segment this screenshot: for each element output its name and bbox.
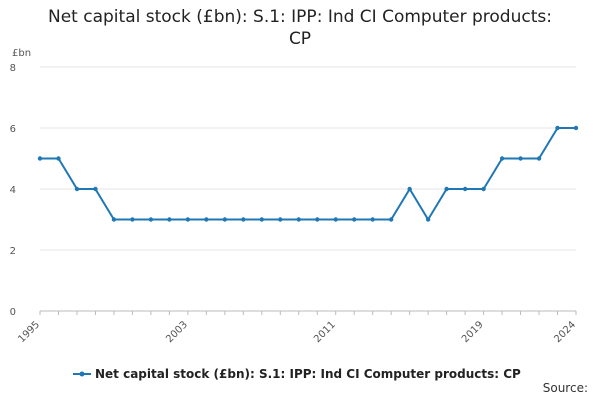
data-point[interactable]	[167, 217, 172, 222]
y-tick-label: 0	[10, 307, 16, 318]
chart-title-line-2: CP	[288, 29, 312, 49]
data-point[interactable]	[130, 217, 135, 222]
series-line	[40, 127, 576, 221]
legend: Net capital stock (£bn): S.1: IPP: Ind C…	[73, 367, 521, 381]
y-axis-unit-label: £bn	[12, 48, 31, 59]
data-point[interactable]	[241, 217, 246, 222]
data-point[interactable]	[333, 217, 338, 222]
data-point[interactable]	[56, 156, 61, 161]
y-tick-label: 8	[10, 63, 16, 74]
data-point[interactable]	[222, 217, 228, 222]
data-point[interactable]	[37, 156, 43, 161]
data-point[interactable]	[370, 217, 375, 222]
chart-title: Net capital stock (£bn): S.1: IPP: Ind C…	[0, 6, 600, 50]
y-axis-ticks: 0 2 4 6 8	[10, 63, 16, 318]
grid-lines	[40, 66, 576, 312]
x-tick-label: 2024	[552, 319, 578, 345]
data-point[interactable]	[185, 217, 191, 222]
data-point[interactable]	[518, 156, 523, 161]
data-point[interactable]	[444, 186, 449, 192]
data-point[interactable]	[111, 217, 117, 222]
x-tick-label: 1995	[16, 319, 42, 345]
y-tick-label: 2	[10, 246, 16, 257]
data-point[interactable]	[296, 217, 301, 222]
data-point[interactable]	[204, 217, 209, 222]
data-point[interactable]	[278, 217, 283, 222]
x-tick-label: 2011	[312, 319, 338, 345]
data-point[interactable]	[74, 186, 80, 192]
data-point[interactable]	[573, 125, 579, 131]
x-axis-ticks: 1995 2003 2011 2019 2024	[16, 311, 578, 345]
y-tick-label: 4	[10, 185, 16, 196]
data-point[interactable]	[481, 186, 486, 192]
data-point[interactable]	[93, 186, 98, 192]
legend-series-label: Net capital stock (£bn): S.1: IPP: Ind C…	[95, 367, 521, 381]
data-point[interactable]	[148, 217, 154, 222]
source-label: Source:	[542, 381, 588, 395]
data-point[interactable]	[259, 217, 264, 222]
chart-title-line-1: Net capital stock (£bn): S.1: IPP: Ind C…	[48, 7, 552, 27]
y-tick-label: 6	[10, 124, 16, 135]
data-point[interactable]	[555, 125, 560, 131]
x-tick-label: 2019	[460, 319, 486, 345]
x-tick-label: 2003	[164, 319, 190, 345]
data-point[interactable]	[407, 186, 412, 192]
data-point[interactable]	[352, 217, 357, 222]
data-point[interactable]	[315, 217, 320, 222]
data-point[interactable]	[425, 217, 431, 222]
legend-point-marker	[79, 371, 85, 377]
data-point[interactable]	[462, 186, 468, 192]
series-group	[37, 125, 579, 222]
data-point[interactable]	[499, 156, 505, 161]
data-point[interactable]	[536, 156, 542, 161]
data-point[interactable]	[388, 217, 394, 222]
